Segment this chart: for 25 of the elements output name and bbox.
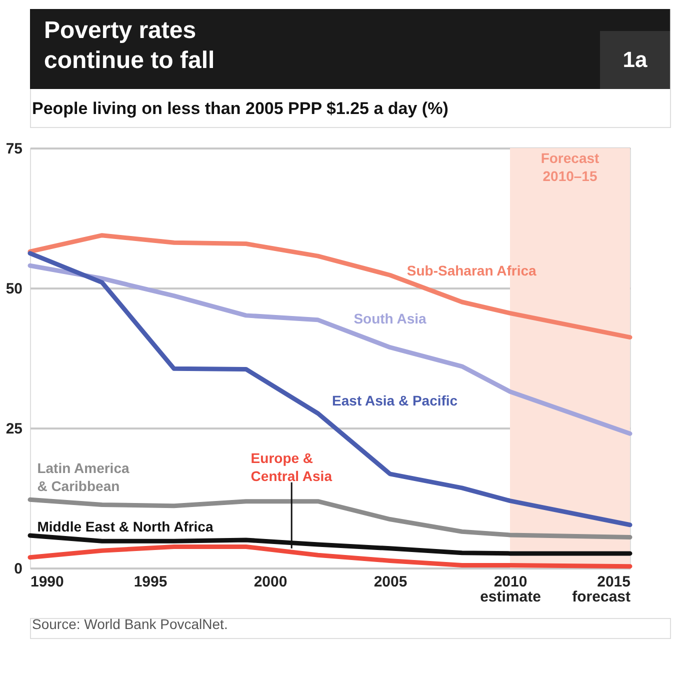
line-series: [28, 544, 632, 569]
band-label: Forecast 2010–15: [540, 150, 600, 184]
x-tick-label: 1995: [134, 574, 168, 590]
text: Europe & Central Asia: [250, 450, 332, 484]
y-tick-label: 25: [6, 420, 22, 438]
series-label: Latin America & Caribbean: [37, 460, 130, 494]
x-tick-label: 2015 forecast: [572, 574, 631, 606]
series-label: East Asia & Pacific: [332, 392, 458, 408]
series-label: Middle East & North Africa: [37, 518, 214, 534]
chart-subtitle: People living on less than 2005 PPP $1.25 a day (%): [32, 99, 448, 118]
x-tick-label: 2005: [374, 574, 408, 590]
y-tick-label: 50: [6, 280, 22, 298]
text: 1a: [622, 47, 648, 72]
x-tick-label: 1990: [30, 574, 64, 590]
chart-title: Poverty rates continue to fall: [44, 17, 215, 74]
x-tick-label: 2000: [254, 574, 288, 590]
y-tick-label: 0: [14, 560, 22, 578]
line-series: [28, 233, 632, 340]
y-tick-label: 75: [6, 140, 22, 158]
line-series: [28, 497, 632, 540]
series-label: Sub-Saharan Africa: [406, 262, 537, 278]
x-tick-label: 2010 estimate: [480, 574, 541, 606]
line-series: [28, 263, 632, 436]
source-note: Source: World Bank PovcalNet.: [32, 616, 228, 632]
series-label: South Asia: [354, 310, 427, 327]
